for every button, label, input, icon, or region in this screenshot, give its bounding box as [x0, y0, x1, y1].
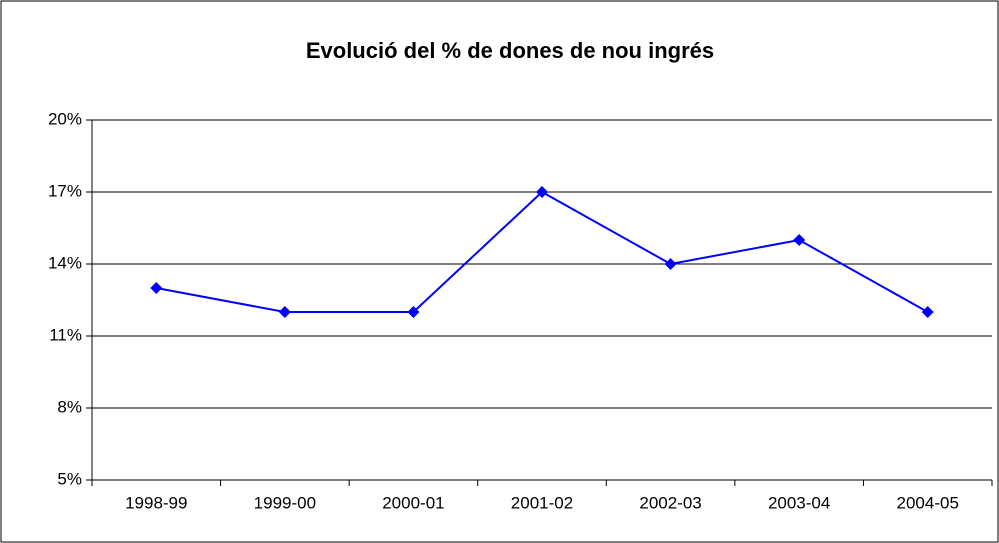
marker — [921, 306, 934, 318]
y-tick-label: 11% — [49, 325, 82, 344]
y-tick-label: 8% — [57, 397, 82, 416]
y-tick-label: 20% — [48, 109, 82, 128]
x-tick-label: 1999-00 — [254, 493, 316, 512]
marker — [536, 186, 548, 198]
marker — [793, 234, 806, 246]
y-tick-label: 14% — [48, 253, 82, 272]
x-tick-label: 2000-01 — [382, 493, 444, 512]
marker — [150, 282, 163, 294]
marker — [278, 306, 291, 318]
x-tick-label: 2001-02 — [511, 493, 573, 512]
x-tick-label: 2004-05 — [897, 493, 959, 512]
x-tick-label: 2002-03 — [639, 493, 701, 512]
y-tick-label: 17% — [48, 181, 82, 200]
marker — [407, 306, 420, 318]
y-tick-label: 5% — [57, 469, 82, 488]
x-tick-label: 1998-99 — [125, 493, 187, 512]
chart-title: Evolució del % de dones de nou ingrés — [306, 38, 714, 63]
x-tick-label: 2003-04 — [768, 493, 830, 512]
marker — [664, 258, 677, 270]
